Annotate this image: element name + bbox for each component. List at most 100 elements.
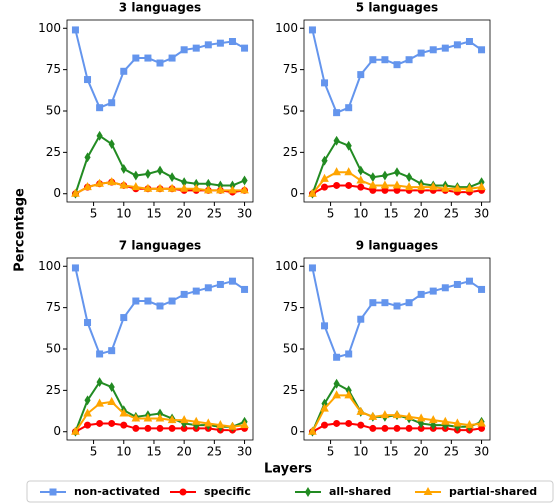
data-point: [369, 424, 377, 432]
data-point: [120, 421, 128, 429]
x-tick-label: 20: [177, 445, 192, 459]
data-point: [321, 421, 329, 429]
x-tick-label: 5: [327, 207, 335, 221]
y-tick-label: 100: [38, 259, 61, 273]
data-point: [167, 183, 177, 192]
panel-title: 3 languages: [119, 1, 201, 15]
data-point: [95, 178, 104, 187]
data-point: [320, 403, 329, 412]
data-point: [191, 183, 201, 192]
data-point: [453, 41, 461, 49]
data-point: [144, 297, 152, 305]
data-point: [71, 264, 79, 272]
data-point: [228, 421, 237, 430]
data-point: [241, 44, 249, 52]
data-point: [84, 319, 92, 327]
data-point: [168, 424, 176, 432]
data-point: [333, 378, 340, 389]
data-point: [404, 411, 414, 420]
y-tick-label: 0: [290, 424, 298, 438]
data-point: [216, 280, 224, 288]
data-point: [144, 54, 152, 62]
x-tick-label: 10: [116, 445, 131, 459]
data-point: [132, 424, 140, 432]
x-tick-label: 25: [444, 207, 459, 221]
data-point: [204, 284, 212, 292]
data-point: [108, 139, 115, 150]
data-point: [405, 424, 413, 432]
data-point: [478, 285, 486, 293]
data-point: [84, 76, 92, 84]
data-point: [321, 183, 329, 191]
data-point: [405, 56, 413, 64]
data-point: [168, 297, 176, 305]
data-point: [333, 419, 341, 427]
data-point: [71, 26, 79, 34]
data-point: [168, 172, 176, 183]
x-tick-label: 10: [116, 207, 131, 221]
data-point: [192, 287, 200, 295]
data-point: [216, 39, 224, 47]
data-point: [393, 302, 401, 310]
data-point: [308, 188, 317, 197]
x-tick-label: 25: [444, 445, 459, 459]
data-point: [119, 180, 129, 189]
data-point: [132, 54, 140, 62]
data-point: [381, 56, 389, 64]
data-point: [380, 410, 390, 419]
data-point: [241, 285, 249, 293]
x-tick-label: 10: [353, 445, 368, 459]
y-tick-label: 100: [38, 21, 61, 35]
data-point: [368, 180, 378, 189]
data-point: [96, 377, 103, 388]
series-line: [74, 267, 246, 356]
x-tick-label: 20: [177, 207, 192, 221]
data-point: [156, 59, 164, 67]
data-point: [156, 424, 164, 432]
panel-title: 9 languages: [356, 239, 438, 253]
data-point: [465, 38, 473, 46]
data-point: [132, 170, 139, 181]
data-point: [381, 170, 389, 181]
y-tick-label: 25: [46, 383, 61, 397]
data-point: [144, 168, 152, 179]
x-tick-label: 5: [327, 445, 335, 459]
data-point: [180, 290, 188, 298]
y-axis-label: Percentage: [13, 188, 28, 272]
data-point: [156, 302, 164, 310]
data-point: [131, 182, 141, 191]
y-tick-label: 100: [275, 259, 298, 273]
data-point: [369, 56, 377, 64]
x-tick-label: 30: [474, 445, 489, 459]
data-point: [108, 419, 116, 427]
data-point: [156, 165, 164, 176]
data-point: [357, 315, 365, 323]
y-tick-label: 0: [53, 186, 61, 200]
data-point: [465, 277, 473, 285]
data-point: [131, 413, 141, 422]
data-point: [393, 424, 401, 432]
data-point: [83, 182, 92, 191]
data-point: [417, 49, 425, 57]
data-point: [357, 165, 364, 176]
data-point: [120, 314, 128, 322]
data-point: [357, 183, 365, 191]
x-tick-label: 20: [414, 445, 429, 459]
data-point: [344, 390, 354, 399]
legend-label: specific: [204, 485, 251, 498]
data-point: [453, 280, 461, 288]
data-point: [84, 421, 92, 429]
data-point: [155, 183, 165, 192]
data-point: [84, 395, 91, 406]
data-point: [155, 413, 165, 422]
data-point: [344, 167, 354, 176]
data-point: [167, 415, 177, 424]
data-point: [441, 284, 449, 292]
data-point: [478, 46, 486, 54]
data-point: [96, 350, 104, 358]
x-tick-label: 5: [90, 445, 98, 459]
y-tick-label: 0: [290, 186, 298, 200]
x-tick-label: 30: [237, 445, 252, 459]
data-point: [393, 167, 401, 178]
x-tick-label: 15: [146, 445, 161, 459]
